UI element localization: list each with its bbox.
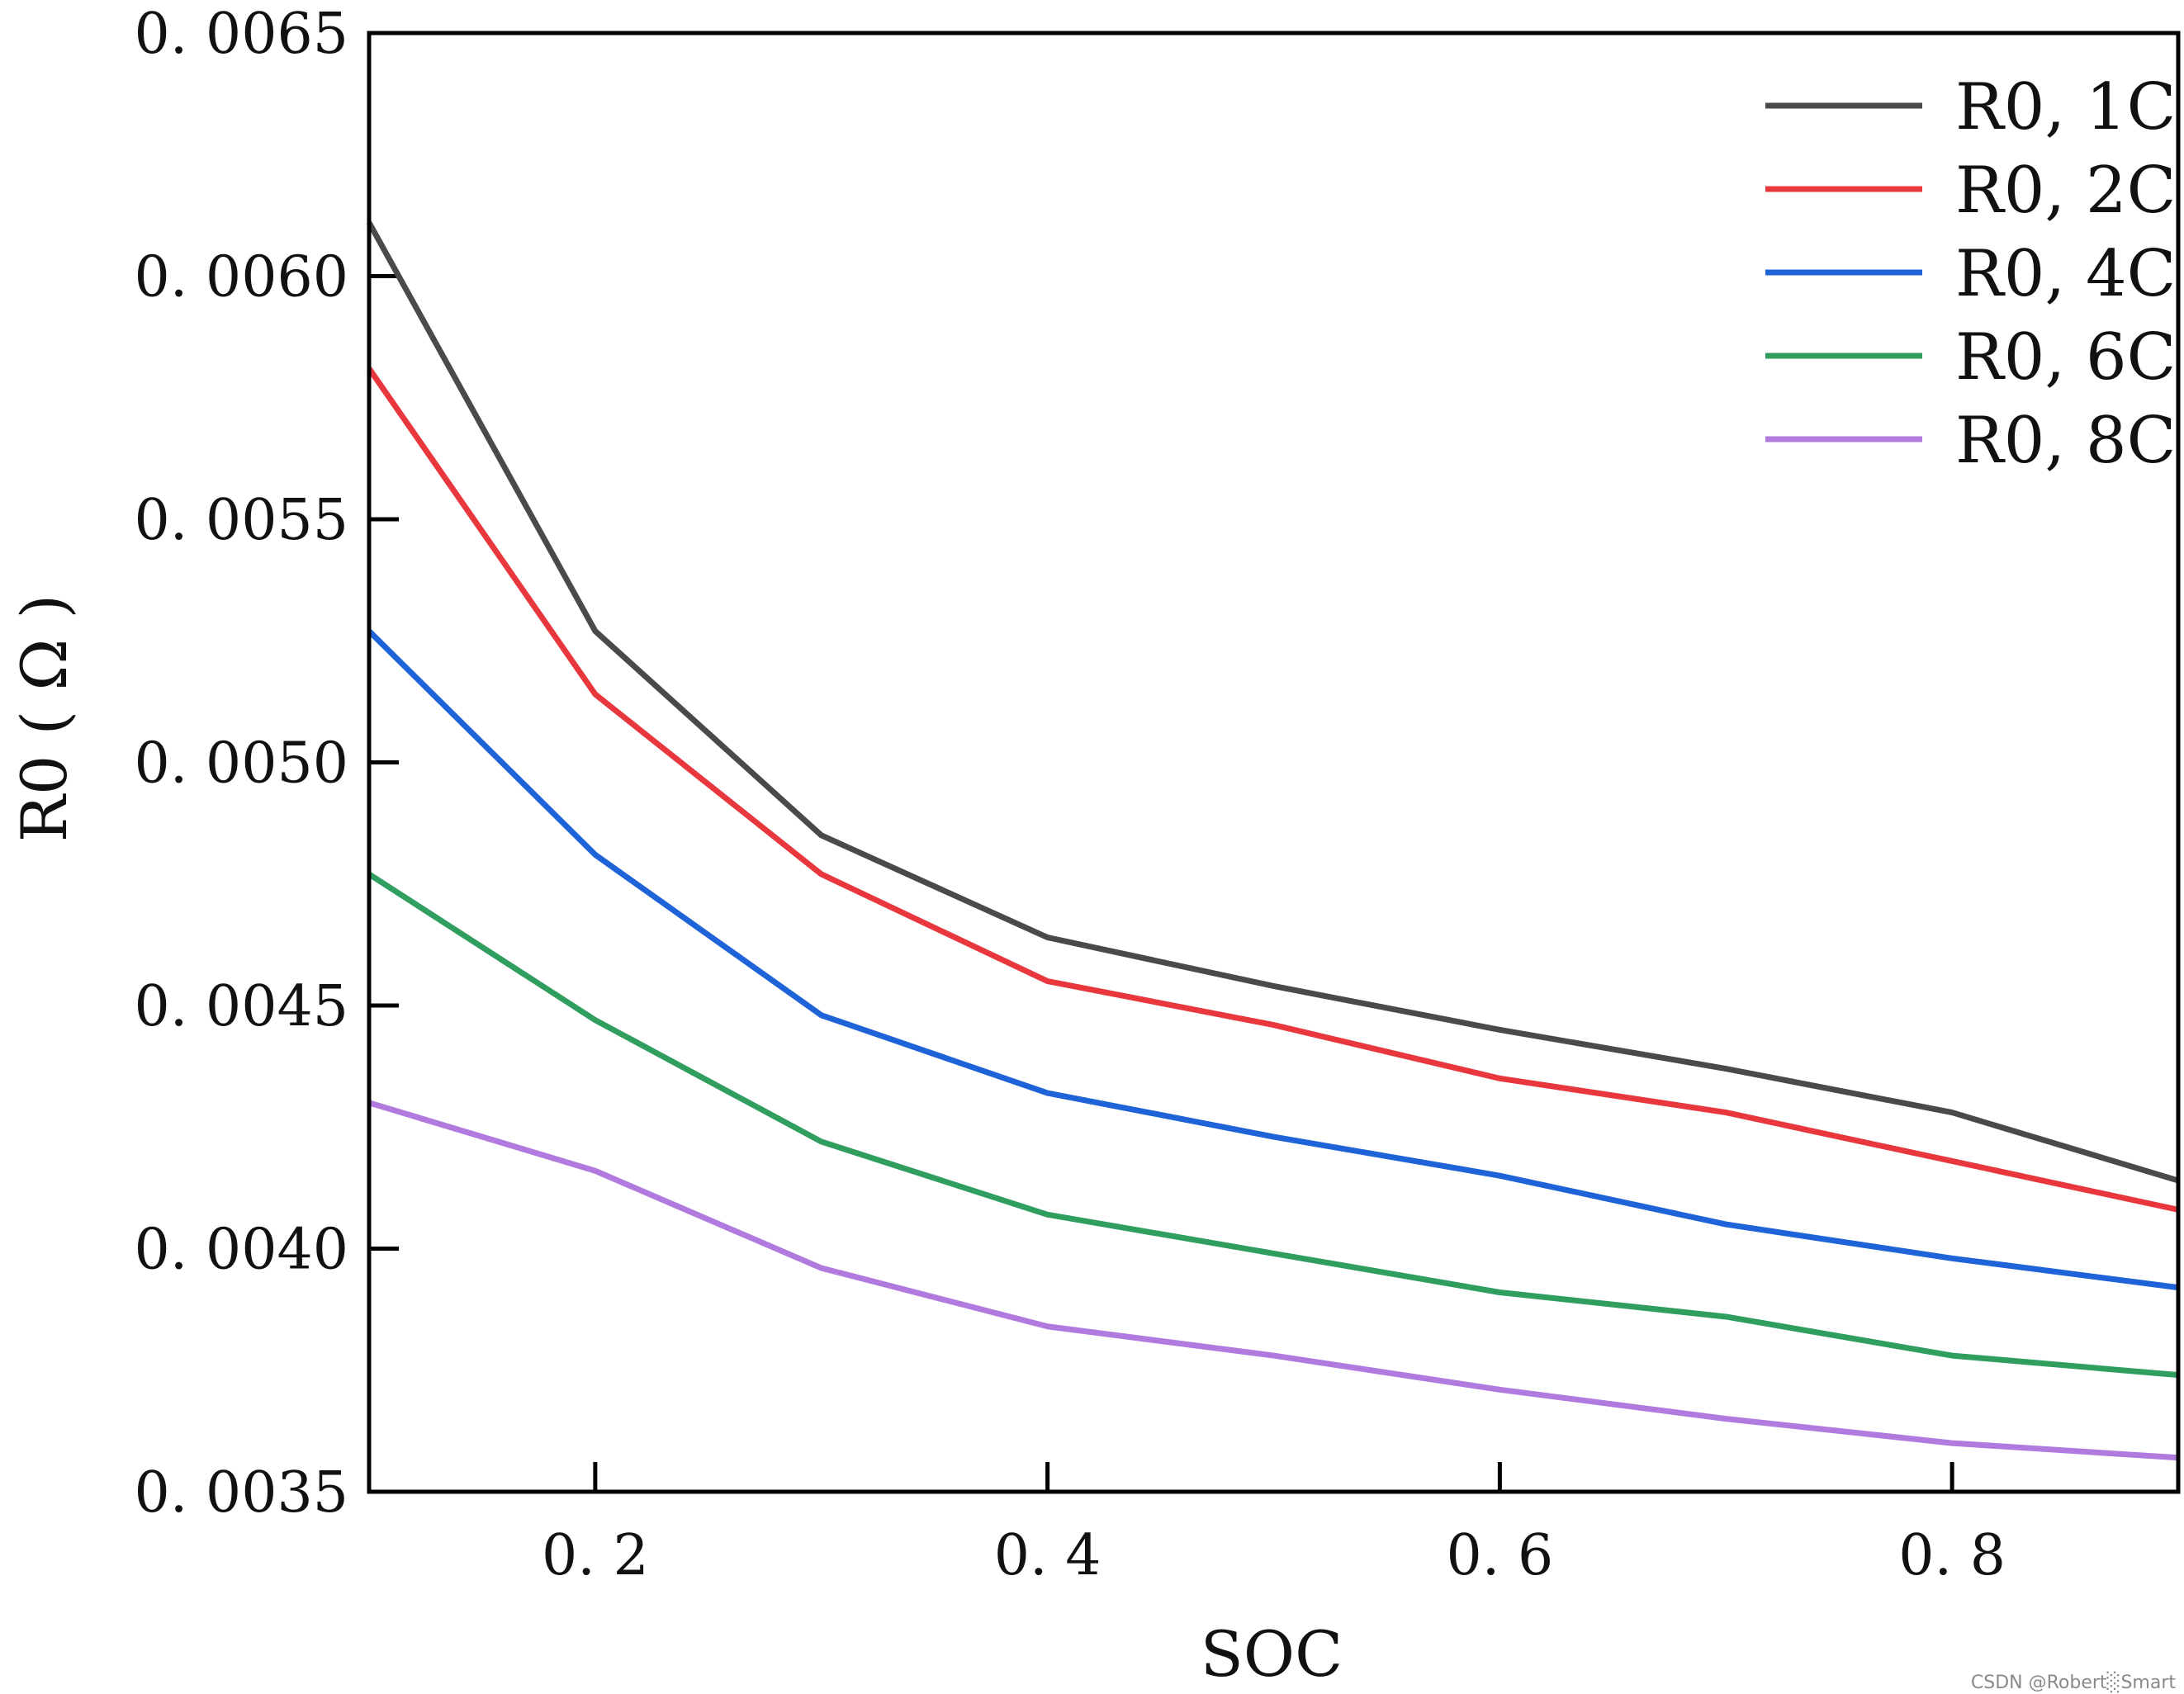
x-tick-label: 0. 2 (542, 1523, 649, 1588)
x-tick-marks (593, 1462, 1954, 1492)
x-tick-label: 0. 8 (1898, 1523, 2006, 1588)
y-tick-label: 0. 0060 (134, 245, 348, 310)
y-tick-label: 0. 0065 (134, 2, 348, 67)
series-lines (366, 221, 2180, 1461)
series-line (367, 628, 2179, 1291)
x-tick-label: 0. 4 (994, 1523, 1101, 1588)
series-line (367, 1100, 2179, 1461)
y-tick-label: 0. 0045 (134, 974, 348, 1039)
y-tick-label: 0. 0055 (134, 488, 348, 553)
x-tick-labels: 0. 2 0. 4 0. 6 0. 8 (542, 1523, 2006, 1588)
y-axis-label: R0 ( Ω ) (7, 594, 81, 842)
series-line (367, 367, 2179, 1213)
y-tick-label: 0. 0050 (134, 731, 348, 797)
legend-label: R0, 1C (1955, 70, 2176, 144)
x-axis-label: SOC (1201, 1617, 1343, 1691)
series-line (367, 872, 2179, 1379)
x-tick-label: 0. 6 (1446, 1523, 1553, 1588)
plot-area-frame (367, 31, 2181, 1494)
legend-label: R0, 6C (1955, 320, 2176, 395)
legend-label: R0, 4C (1955, 237, 2176, 311)
legend-label: R0, 8C (1955, 404, 2176, 478)
legend: R0, 1C R0, 2C R0, 4C R0, 6C R0, 8C (1765, 70, 2176, 478)
y-tick-labels: 0. 0035 0. 0040 0. 0045 0. 0050 0. 0055 0. 00… (134, 2, 348, 1526)
watermark: CSDN @Robert░Smart (1971, 1671, 2176, 1693)
legend-label: R0, 2C (1955, 154, 2176, 228)
y-tick-label: 0. 0040 (134, 1218, 348, 1283)
y-tick-label: 0. 0035 (134, 1460, 348, 1526)
series-line (366, 221, 2180, 1184)
